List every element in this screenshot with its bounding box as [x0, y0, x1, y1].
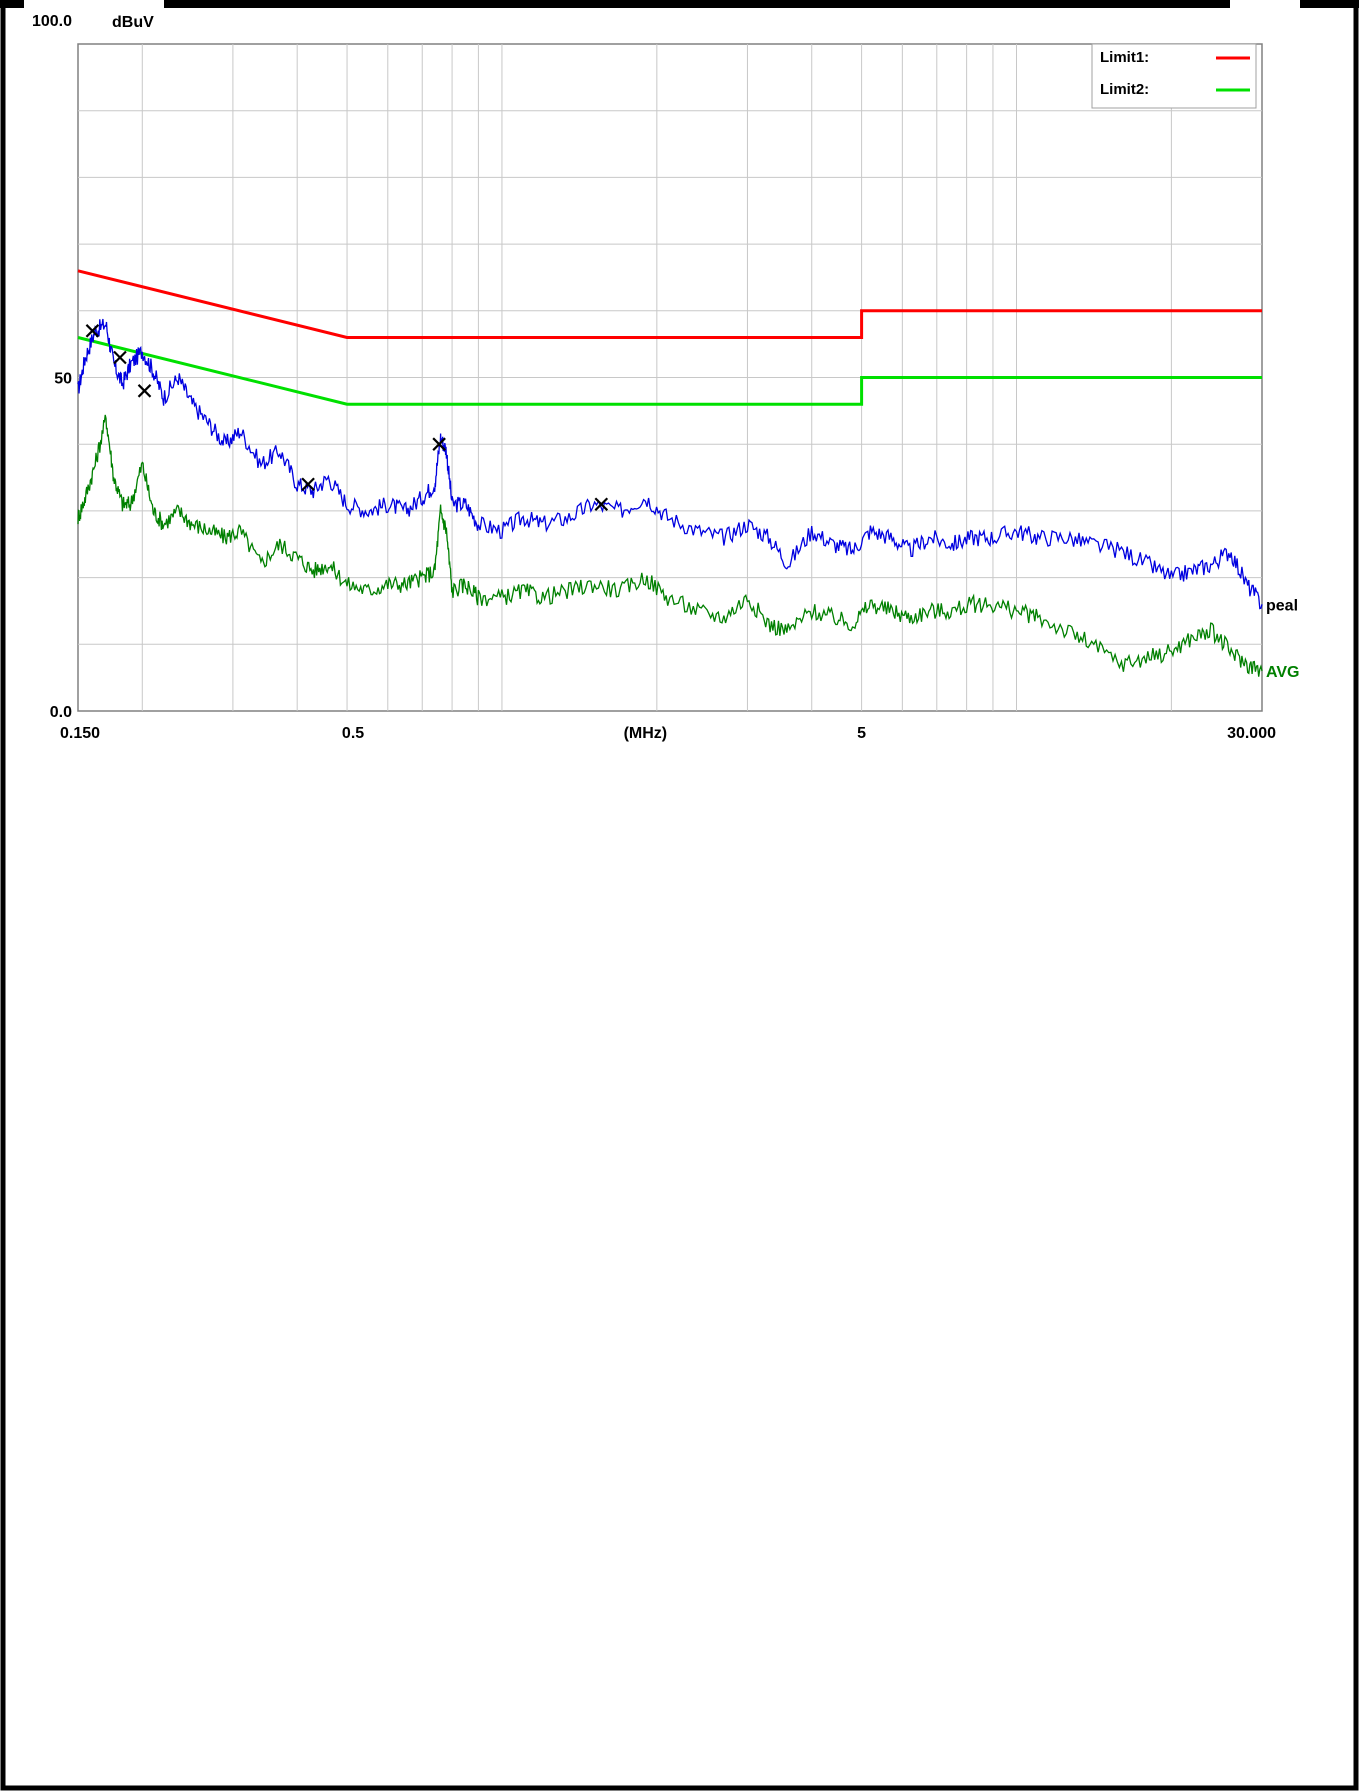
series-labels: peal AVG: [1266, 597, 1299, 681]
peak-marker-stroke: [113, 350, 127, 365]
y-tick-label: 100.0: [32, 13, 72, 30]
legend-box: [1091, 43, 1257, 109]
y-axis-unit: dBuV: [112, 14, 154, 31]
grid: [78, 44, 1262, 711]
peak-marker: [594, 497, 609, 512]
x-axis: 0.150 0.5 (MHz) 5 30.000: [60, 725, 1276, 742]
x-tick-label: 5: [857, 725, 866, 742]
y-tick-label: 50: [54, 371, 72, 388]
y-axis: 100.0 50 0.0: [32, 13, 72, 721]
peak-marker-stroke: [594, 497, 609, 512]
peak-marker-stroke: [301, 477, 315, 491]
series-line-avg: [77, 414, 1263, 677]
x-axis-unit: (MHz): [624, 725, 668, 742]
top-bar-gap-left: [24, 0, 164, 8]
y-tick-label: 0.0: [50, 704, 72, 721]
plot-area: [77, 43, 1263, 712]
peak-marker-stroke: [85, 324, 100, 338]
series-end-label: peal: [1266, 597, 1298, 614]
peak-marker: [113, 350, 127, 365]
legend-entry-label: Limit1:: [1100, 49, 1149, 66]
peak-marker: [85, 324, 100, 338]
top-bar: [0, 0, 1359, 8]
data-series: [77, 318, 1263, 677]
x-tick-label: 0.150: [60, 725, 100, 742]
legend: Limit1: Limit2:: [1091, 43, 1257, 109]
peak-marker-stroke: [137, 384, 152, 398]
series-line-peal: [77, 318, 1263, 610]
peak-marker: [137, 384, 152, 398]
x-tick-label: 0.5: [342, 725, 364, 742]
peak-markers: [85, 324, 609, 512]
limit-line-limit1: [77, 269, 1262, 339]
peak-marker: [432, 437, 446, 451]
peak-marker: [301, 477, 315, 491]
x-tick-label: 30.000: [1227, 725, 1276, 742]
limit-line-limit2: [77, 336, 1262, 406]
legend-entry-label: Limit2:: [1100, 81, 1149, 98]
peak-marker-stroke: [432, 437, 446, 451]
top-bar-gap-right: [1230, 0, 1300, 8]
limit-lines: [77, 269, 1262, 406]
series-end-label: AVG: [1266, 664, 1299, 681]
